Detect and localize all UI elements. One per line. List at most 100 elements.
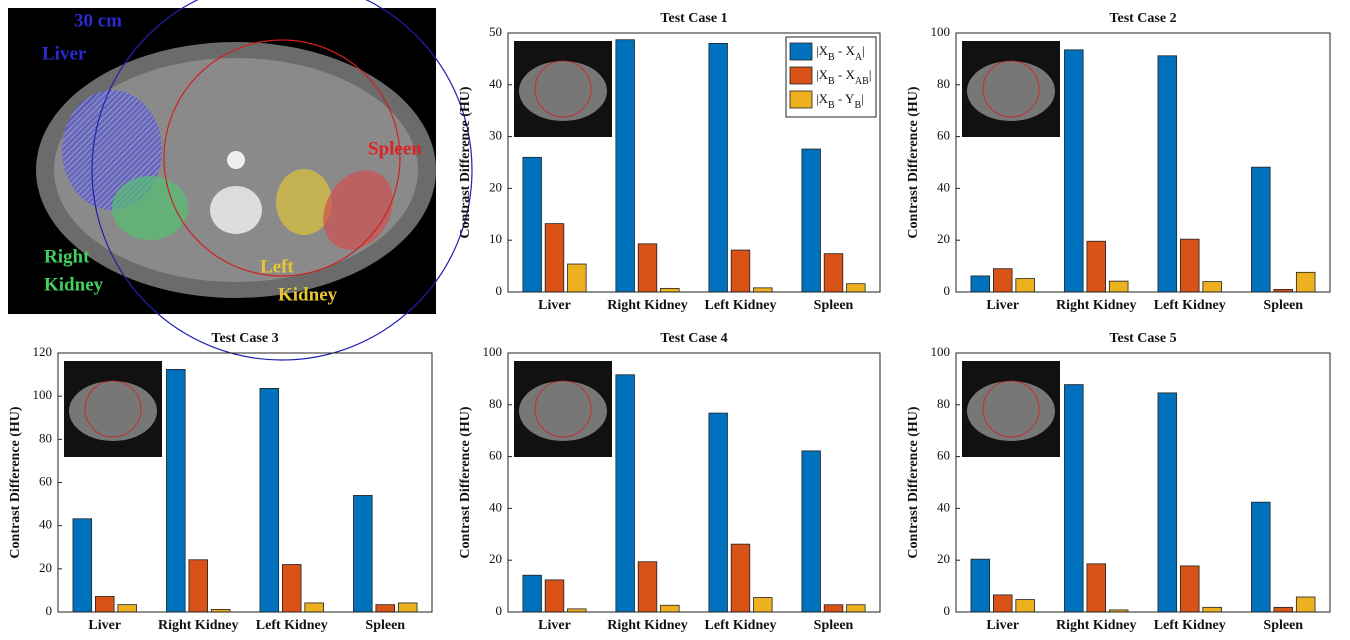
bar	[1251, 502, 1270, 612]
y-tick-label: 100	[931, 24, 951, 39]
x-tick-label: Liver	[986, 618, 1019, 633]
x-tick-label: Right Kidney	[607, 298, 688, 313]
organ-label: Liver	[42, 43, 87, 64]
bar	[847, 284, 866, 292]
x-tick-label: Liver	[88, 618, 121, 633]
y-tick-label: 0	[496, 603, 503, 618]
y-tick-label: 80	[937, 76, 950, 91]
x-tick-label: Right Kidney	[1056, 298, 1137, 313]
bar	[971, 559, 990, 612]
y-tick-label: 40	[489, 76, 502, 91]
bar	[1064, 385, 1083, 612]
y-tick-label: 0	[496, 283, 503, 298]
bar	[661, 605, 680, 612]
x-tick-label: Spleen	[1263, 298, 1303, 313]
chart-title: Test Case 5	[1109, 331, 1176, 346]
x-tick-label: Left Kidney	[705, 298, 777, 313]
y-tick-label: 30	[489, 128, 502, 143]
bar	[971, 276, 990, 292]
y-tick-label: 20	[937, 231, 950, 246]
bar	[802, 149, 821, 292]
bar	[1087, 241, 1106, 292]
x-tick-label: Left Kidney	[1154, 618, 1226, 633]
bar	[616, 375, 635, 612]
y-tick-label: 50	[489, 24, 502, 39]
figure: 30 cm Liver Spleen Right Kidney Left Kid…	[0, 0, 1350, 640]
y-tick-label: 100	[931, 344, 951, 359]
bar	[1016, 600, 1035, 612]
bar	[1109, 281, 1128, 292]
bar	[376, 605, 395, 612]
bar	[709, 413, 728, 612]
x-tick-label: Liver	[986, 298, 1019, 313]
x-tick-label: Left Kidney	[256, 618, 328, 633]
bar	[1016, 279, 1035, 292]
bar	[1087, 564, 1106, 612]
chart-title: Test Case 2	[1109, 11, 1176, 26]
chart-title: Test Case 3	[211, 331, 278, 346]
y-tick-label: 0	[46, 603, 53, 618]
right-kidney-roi	[112, 176, 188, 240]
scale-label: 30 cm	[74, 10, 122, 31]
y-axis-label: Contrast Difference (HU)	[906, 86, 921, 238]
x-tick-label: Left Kidney	[1154, 298, 1226, 313]
bar	[545, 580, 564, 612]
y-tick-label: 0	[944, 283, 951, 298]
aorta	[227, 151, 245, 169]
bar	[353, 495, 372, 612]
bar	[824, 254, 843, 292]
bar	[118, 605, 137, 612]
bar	[709, 43, 728, 292]
bar	[523, 157, 542, 292]
y-tick-label: 20	[937, 551, 950, 566]
chart-title: Test Case 1	[660, 11, 727, 26]
bar	[731, 544, 750, 612]
bar	[616, 40, 635, 292]
bar	[1203, 607, 1222, 612]
bar	[1158, 393, 1177, 612]
x-tick-label: Right Kidney	[607, 618, 688, 633]
y-tick-label: 20	[39, 560, 52, 575]
x-tick-label: Liver	[538, 298, 571, 313]
legend-swatch	[790, 43, 812, 60]
x-tick-label: Right Kidney	[158, 618, 239, 633]
y-axis-label: Contrast Difference (HU)	[8, 406, 23, 558]
x-tick-label: Spleen	[814, 618, 854, 633]
y-tick-label: 20	[489, 179, 502, 194]
legend-swatch	[790, 91, 812, 108]
bar	[993, 595, 1012, 612]
x-tick-label: Spleen	[1263, 618, 1303, 633]
legend-swatch	[790, 67, 812, 84]
page: {"ct_image": {"scale_label": "30 cm", "l…	[0, 0, 1350, 640]
bar	[305, 603, 324, 612]
bar	[166, 369, 185, 612]
y-tick-label: 80	[39, 430, 52, 445]
y-axis-label: Contrast Difference (HU)	[458, 406, 473, 558]
y-tick-label: 20	[489, 551, 502, 566]
y-tick-label: 60	[937, 128, 950, 143]
bar	[1180, 566, 1199, 612]
bar	[754, 288, 773, 292]
bar	[1274, 607, 1293, 612]
organ-label: Kidney	[44, 274, 104, 295]
bar	[638, 244, 657, 292]
left-kidney-roi	[276, 169, 332, 235]
y-tick-label: 60	[39, 473, 52, 488]
y-tick-label: 60	[489, 448, 502, 463]
x-tick-label: Spleen	[365, 618, 405, 633]
bar	[523, 575, 542, 612]
bar	[1064, 50, 1083, 292]
y-tick-label: 40	[937, 499, 950, 514]
y-tick-label: 100	[33, 387, 53, 402]
y-tick-label: 40	[937, 179, 950, 194]
bar	[260, 388, 279, 612]
bar	[398, 603, 417, 612]
bar	[731, 250, 750, 292]
inset-body	[519, 61, 607, 121]
bar	[1296, 272, 1315, 292]
inset-body	[69, 381, 157, 441]
bar	[73, 519, 92, 612]
organ-label: Kidney	[278, 284, 338, 305]
bar	[282, 565, 301, 612]
y-tick-label: 80	[489, 396, 502, 411]
